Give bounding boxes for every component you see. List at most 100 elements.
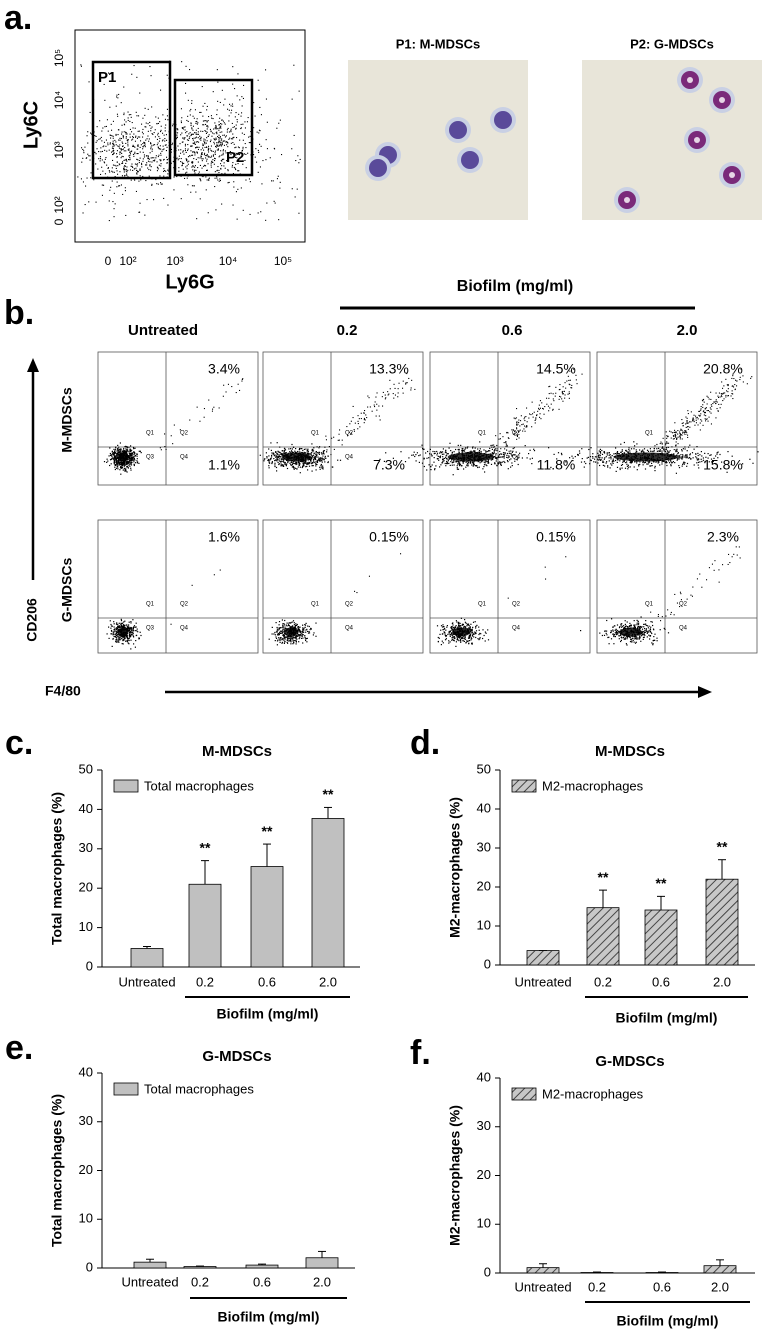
dot xyxy=(145,180,146,181)
dot xyxy=(115,469,116,470)
dot xyxy=(572,460,573,461)
dot xyxy=(191,127,192,128)
dot xyxy=(131,166,132,167)
dot xyxy=(119,154,120,155)
dot xyxy=(190,146,191,147)
dot xyxy=(129,456,130,457)
dot xyxy=(562,401,563,402)
dot xyxy=(414,389,415,390)
dot xyxy=(130,169,131,170)
dot xyxy=(696,457,697,458)
dot xyxy=(606,461,607,462)
dot xyxy=(85,186,86,187)
dot xyxy=(652,465,653,466)
dot xyxy=(213,156,214,157)
dot xyxy=(309,626,310,627)
dot xyxy=(115,636,116,637)
dot xyxy=(124,147,125,148)
dot xyxy=(710,392,711,393)
dot xyxy=(534,412,535,413)
dot xyxy=(227,132,228,133)
dot xyxy=(617,451,618,452)
dot xyxy=(158,118,159,119)
dot xyxy=(211,115,212,116)
dot xyxy=(138,153,139,154)
dot xyxy=(595,462,596,463)
dot xyxy=(689,421,690,422)
dot xyxy=(149,161,150,162)
dot xyxy=(216,139,217,140)
dot xyxy=(628,465,629,466)
dot xyxy=(146,123,147,124)
dot xyxy=(683,422,684,423)
dot xyxy=(110,144,111,145)
dot xyxy=(122,146,123,147)
dot xyxy=(708,410,709,411)
dot xyxy=(119,639,120,640)
dot xyxy=(203,166,204,167)
dot xyxy=(398,388,399,389)
dot xyxy=(682,450,683,451)
dot xyxy=(448,463,449,464)
dot xyxy=(259,130,260,131)
dot xyxy=(118,134,119,135)
dot xyxy=(395,388,396,389)
dot xyxy=(400,553,401,554)
dot xyxy=(677,430,678,431)
dot xyxy=(616,454,617,455)
dot xyxy=(692,452,693,453)
dot xyxy=(423,449,424,450)
dot xyxy=(711,454,712,455)
dot xyxy=(85,204,86,205)
dot xyxy=(214,138,215,139)
cell-center xyxy=(729,172,735,178)
dot xyxy=(711,404,712,405)
dot xyxy=(124,171,125,172)
dot xyxy=(151,145,152,146)
dot xyxy=(664,450,665,451)
dot xyxy=(268,459,269,460)
dot xyxy=(117,461,118,462)
dot xyxy=(305,640,306,641)
dot xyxy=(182,127,183,128)
dot xyxy=(663,438,664,439)
dot xyxy=(199,421,200,422)
dot xyxy=(160,165,161,166)
dot xyxy=(678,452,679,453)
dot xyxy=(114,467,115,468)
dot xyxy=(135,640,136,641)
dot xyxy=(675,435,676,436)
quadrant-label: Q2 xyxy=(345,602,354,608)
dot xyxy=(493,445,494,446)
dot xyxy=(716,399,717,400)
x-tick-label: 0 xyxy=(105,254,112,268)
dot xyxy=(475,465,476,466)
dot xyxy=(187,161,188,162)
dot xyxy=(165,130,166,131)
dot xyxy=(337,460,338,461)
dot xyxy=(244,134,245,135)
dot xyxy=(454,464,455,465)
dot xyxy=(130,648,131,649)
dot xyxy=(97,140,98,141)
dot xyxy=(307,453,308,454)
dot xyxy=(486,451,487,452)
dot xyxy=(163,198,164,199)
dot xyxy=(148,169,149,170)
dot xyxy=(141,166,142,167)
dot xyxy=(241,187,242,188)
dot xyxy=(116,95,117,96)
dot xyxy=(699,461,700,462)
dot xyxy=(208,180,209,181)
dot xyxy=(299,629,300,630)
dot xyxy=(559,399,560,400)
dot xyxy=(177,158,178,159)
dot xyxy=(208,400,209,401)
dot xyxy=(102,159,103,160)
dot xyxy=(513,448,514,449)
dot xyxy=(525,445,526,446)
dot xyxy=(129,455,130,456)
dot xyxy=(315,457,316,458)
dot xyxy=(592,453,593,454)
dot xyxy=(450,641,451,642)
